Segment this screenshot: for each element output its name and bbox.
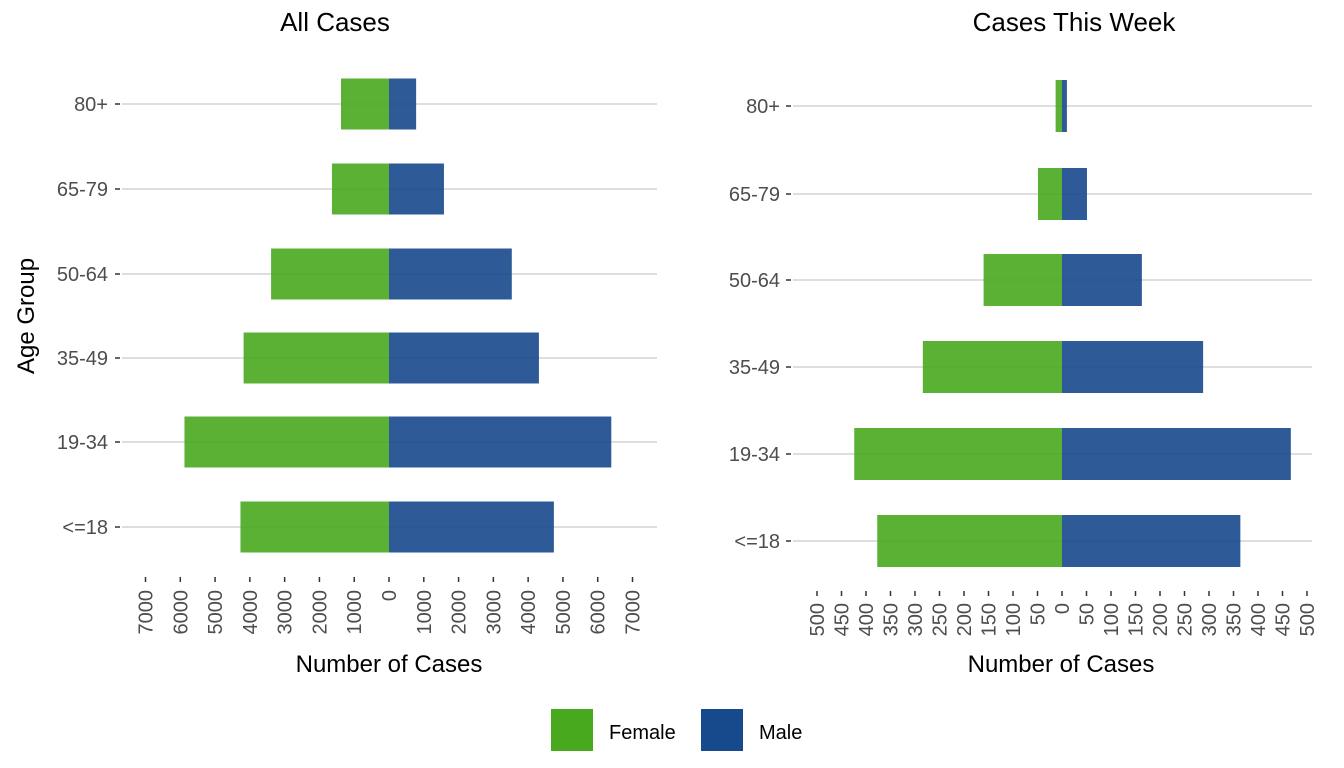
x-tick-label: 50 bbox=[1028, 603, 1050, 625]
x-tick-label: 2000 bbox=[449, 590, 471, 635]
bar-female-5064 bbox=[271, 248, 389, 300]
x-tick-label: 450 bbox=[1273, 603, 1295, 636]
x-tick-label: 3000 bbox=[483, 590, 505, 635]
bar-male-6579 bbox=[389, 163, 444, 215]
x-tick-label: 250 bbox=[930, 603, 952, 636]
x-tick-label: 7000 bbox=[136, 590, 158, 635]
chart-title: All Cases bbox=[280, 7, 390, 37]
bar-female-6579 bbox=[1037, 168, 1062, 220]
x-tick-label: 1000 bbox=[344, 590, 366, 635]
x-tick-label: 50 bbox=[1077, 603, 1099, 625]
bar-male-80 bbox=[389, 78, 417, 130]
x-tick-label: 2000 bbox=[309, 590, 331, 635]
y-axis-title: Age Group bbox=[13, 258, 40, 374]
x-tick-label: 200 bbox=[1150, 603, 1172, 636]
x-axis-title: Number of Cases bbox=[296, 651, 483, 678]
x-tick-label: 400 bbox=[1248, 603, 1270, 636]
x-tick-label: 300 bbox=[905, 603, 927, 636]
bar-female-1934 bbox=[184, 416, 389, 468]
x-tick-label: 7000 bbox=[623, 590, 645, 635]
y-tick-label: 80+ bbox=[746, 96, 780, 118]
x-tick-label: 5000 bbox=[553, 590, 575, 635]
bar-male-5064 bbox=[389, 248, 512, 300]
x-tick-label: 4000 bbox=[518, 590, 540, 635]
legend: Female Male bbox=[551, 709, 802, 751]
bar-male-1934 bbox=[389, 416, 612, 468]
x-tick-label: 4000 bbox=[240, 590, 262, 635]
bar-male-3549 bbox=[389, 332, 539, 384]
bar-female-80 bbox=[1055, 80, 1062, 132]
y-tick-label: 65-79 bbox=[729, 184, 780, 206]
x-axis-title: Number of Cases bbox=[968, 651, 1155, 678]
x-tick-label: 500 bbox=[807, 603, 829, 636]
x-tick-label: 500 bbox=[1297, 603, 1319, 636]
x-tick-label: 0 bbox=[1052, 603, 1074, 614]
legend-label-female: Female bbox=[609, 722, 676, 744]
x-tick-label: 400 bbox=[856, 603, 878, 636]
bar-male-6579 bbox=[1062, 168, 1087, 220]
x-tick-label: 200 bbox=[954, 603, 976, 636]
y-tick-label: 19-34 bbox=[57, 432, 108, 454]
x-tick-label: 1000 bbox=[414, 590, 436, 635]
y-tick-label: 35-49 bbox=[57, 348, 108, 370]
x-tick-label: 350 bbox=[1224, 603, 1246, 636]
x-tick-label: 100 bbox=[1101, 603, 1123, 636]
bar-female-6579 bbox=[331, 163, 389, 215]
bar-female-18 bbox=[877, 515, 1062, 567]
x-tick-label: 150 bbox=[979, 603, 1001, 636]
legend-label-male: Male bbox=[759, 722, 802, 744]
y-tick-label: <=18 bbox=[62, 517, 108, 539]
bar-male-5064 bbox=[1062, 254, 1142, 306]
bar-female-3549 bbox=[243, 332, 389, 384]
bar-male-1934 bbox=[1062, 428, 1291, 480]
y-tick-label: 50-64 bbox=[729, 270, 780, 292]
x-tick-label: 450 bbox=[832, 603, 854, 636]
x-tick-label: 300 bbox=[1199, 603, 1221, 636]
bar-male-18 bbox=[389, 501, 554, 553]
bar-female-80 bbox=[340, 78, 389, 130]
bar-male-80 bbox=[1062, 80, 1067, 132]
x-tick-label: 250 bbox=[1175, 603, 1197, 636]
legend-swatch-female bbox=[551, 709, 593, 751]
y-tick-label: 80+ bbox=[74, 94, 108, 116]
bar-male-18 bbox=[1062, 515, 1241, 567]
x-tick-label: 6000 bbox=[588, 590, 610, 635]
chart-title: Cases This Week bbox=[973, 7, 1177, 37]
y-tick-label: 19-34 bbox=[729, 444, 780, 466]
bar-female-18 bbox=[240, 501, 389, 553]
y-tick-label: <=18 bbox=[734, 531, 780, 553]
x-tick-label: 350 bbox=[881, 603, 903, 636]
x-tick-label: 100 bbox=[1003, 603, 1025, 636]
legend-swatch-male bbox=[701, 709, 743, 751]
bar-male-3549 bbox=[1062, 341, 1204, 393]
bar-female-1934 bbox=[854, 428, 1062, 480]
x-tick-label: 6000 bbox=[170, 590, 192, 635]
bar-female-3549 bbox=[922, 341, 1062, 393]
x-tick-label: 3000 bbox=[275, 590, 297, 635]
x-tick-label: 150 bbox=[1126, 603, 1148, 636]
y-tick-label: 65-79 bbox=[57, 179, 108, 201]
y-tick-label: 35-49 bbox=[729, 357, 780, 379]
x-tick-label: 0 bbox=[379, 590, 401, 601]
panel-all-cases: All Cases 80+ 65-79 50-64 35-49 19-34 <=18 7000… bbox=[57, 7, 657, 678]
y-tick-label: 50-64 bbox=[57, 264, 108, 286]
x-tick-label: 5000 bbox=[205, 590, 227, 635]
bar-female-5064 bbox=[983, 254, 1062, 306]
panel-cases-this-week: Cases This Week 80+ 65-79 50-64 35-49 19-34 <=… bbox=[729, 7, 1319, 678]
